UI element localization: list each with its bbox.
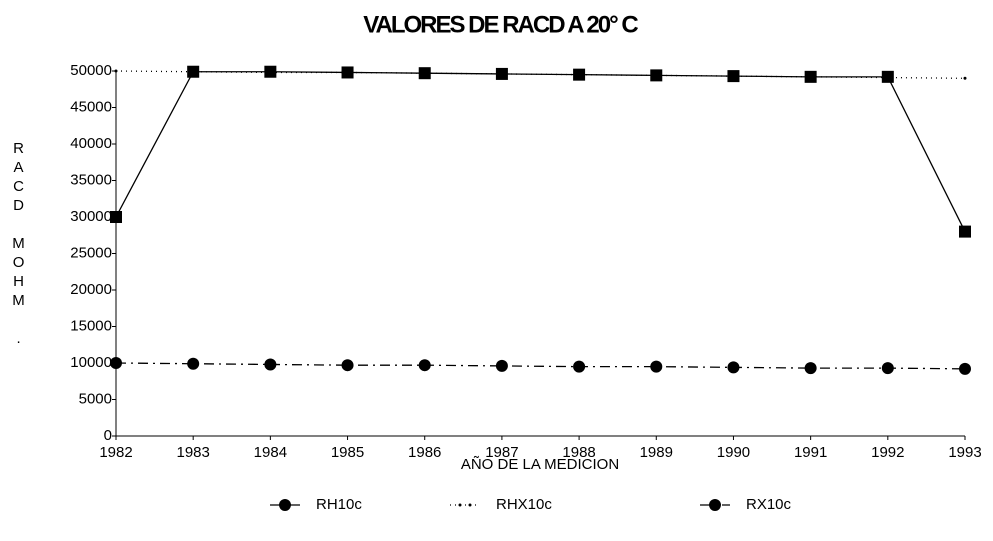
x-tick-label: 1990	[717, 444, 750, 461]
marker	[650, 360, 663, 373]
y-tick-label: 35000	[70, 171, 112, 188]
y-axis-label: RACD MOHM .	[10, 140, 27, 349]
y-tick-label: 15000	[70, 317, 112, 334]
marker	[187, 357, 200, 370]
marker	[264, 358, 277, 371]
marker	[346, 70, 350, 74]
marker	[110, 211, 122, 223]
y-tick-label: 0	[104, 427, 112, 444]
y-tick-label: 10000	[70, 354, 112, 371]
marker	[959, 362, 971, 375]
marker	[191, 70, 195, 74]
series-line	[115, 362, 966, 370]
marker	[268, 70, 272, 74]
marker	[886, 76, 890, 80]
y-tick-label: 45000	[70, 98, 112, 115]
chart-title: VALORES DE RACD A 20° C	[363, 11, 638, 38]
marker	[881, 362, 894, 375]
marker	[804, 362, 817, 375]
x-tick-label: 1987	[485, 444, 518, 461]
x-tick-label: 1988	[562, 444, 595, 461]
marker	[809, 75, 813, 79]
marker	[495, 359, 508, 372]
marker	[573, 360, 586, 373]
marker	[423, 71, 427, 75]
x-tick-label: 1989	[640, 444, 673, 461]
marker	[963, 76, 967, 80]
y-tick-label: 50000	[70, 62, 112, 79]
marker	[418, 359, 431, 372]
x-tick-label: 1983	[176, 444, 209, 461]
y-tick-label: 25000	[70, 244, 112, 261]
x-tick-label: 1982	[99, 444, 132, 461]
marker	[114, 69, 118, 73]
y-tick-label: 20000	[70, 281, 112, 298]
marker	[654, 73, 658, 77]
marker	[577, 73, 581, 77]
legend-label: RHX10c	[496, 496, 552, 513]
series-line	[115, 71, 966, 232]
y-tick-label: 5000	[79, 390, 112, 407]
y-tick-label: 30000	[70, 208, 112, 225]
y-tick-label: 40000	[70, 135, 112, 152]
x-tick-label: 1993	[948, 444, 981, 461]
x-tick-label: 1991	[794, 444, 827, 461]
marker	[110, 357, 122, 369]
marker	[731, 74, 735, 78]
x-tick-label: 1986	[408, 444, 441, 461]
legend-label: RH10c	[316, 496, 362, 513]
marker	[959, 225, 971, 238]
legend-marker	[458, 503, 462, 507]
legend-marker	[709, 499, 721, 511]
x-tick-label: 1984	[254, 444, 287, 461]
legend-marker	[279, 499, 291, 511]
legend-marker	[468, 503, 472, 507]
marker	[500, 72, 504, 76]
x-tick-label: 1992	[871, 444, 904, 461]
legend-label: RX10c	[746, 496, 792, 513]
x-tick-label: 1985	[331, 444, 364, 461]
marker	[341, 359, 354, 372]
x-axis-label: AÑO DE LA MEDICION	[461, 456, 619, 473]
marker	[727, 361, 740, 374]
